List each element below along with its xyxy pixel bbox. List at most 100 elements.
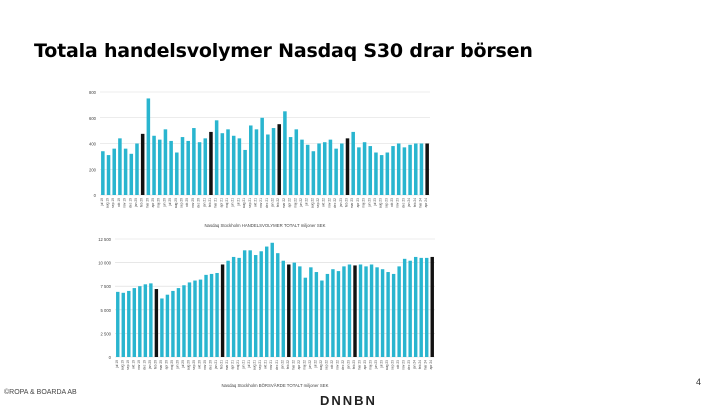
x-tick-label: jun 22: [308, 360, 312, 370]
x-tick-label: jul 22: [305, 198, 309, 207]
x-tick-label: jan 20: [134, 198, 138, 208]
bar: [243, 149, 247, 195]
x-tick-label: maj 20: [157, 198, 161, 208]
bar: [357, 147, 361, 195]
x-tick-label: aug 22: [319, 360, 323, 370]
bar: [379, 155, 384, 195]
y-tick-label: 7 500: [101, 284, 112, 289]
bar: [140, 133, 145, 195]
bar: [276, 253, 280, 357]
bar: [425, 143, 429, 195]
bar: [209, 273, 214, 357]
bar: [328, 139, 333, 195]
bar: [132, 288, 137, 357]
bar: [220, 133, 225, 195]
x-tick-label: dec 22: [341, 360, 345, 370]
bar: [271, 128, 276, 195]
bar: [325, 273, 330, 357]
x-tick-label: nov 22: [335, 360, 339, 370]
bar: [425, 257, 429, 357]
bar: [345, 138, 350, 195]
x-tick-label: okt 22: [322, 198, 326, 207]
x-tick-label: maj 21: [236, 360, 240, 370]
bar: [149, 283, 153, 357]
x-tick-label: nov 23: [402, 360, 406, 370]
x-tick-label: sep 22: [316, 198, 320, 208]
bar: [386, 272, 390, 357]
bar: [402, 258, 407, 357]
x-tick-label: apr 22: [297, 360, 301, 370]
bar: [270, 242, 274, 357]
y-tick-label: 0: [109, 355, 112, 360]
x-tick-label: mar 23: [350, 198, 354, 208]
x-tick-label: jul 19: [115, 360, 119, 369]
bar: [209, 131, 213, 195]
bar: [175, 152, 179, 195]
x-tick-label: jul 21: [247, 360, 251, 369]
bar: [220, 264, 225, 357]
bar: [402, 147, 407, 195]
x-tick-label: maj 23: [362, 198, 366, 208]
bar: [287, 264, 291, 357]
bar: [192, 128, 196, 195]
x-tick-label: okt 20: [185, 198, 189, 207]
bar: [347, 264, 352, 357]
x-tick-label: sep 23: [391, 360, 395, 370]
bar: [311, 151, 316, 195]
market-value-chart-svg: 0 2 500 5 000 7 500 10 000 12 500 jul 19 aug 19…: [98, 237, 435, 388]
bar: [309, 267, 313, 357]
bar: [193, 280, 197, 357]
x-tick-label: feb 24: [418, 360, 422, 369]
bar: [197, 142, 202, 195]
x-tick-label: aug 20: [186, 360, 190, 370]
bar: [364, 266, 368, 357]
x-tick-label: mar 20: [159, 360, 163, 370]
x-tick-label: maj 22: [302, 360, 306, 370]
bar: [320, 280, 324, 357]
bar: [154, 289, 159, 357]
bar: [265, 246, 269, 357]
page-number: 4: [696, 377, 702, 387]
x-tick-label: sep 21: [248, 198, 252, 208]
bar: [336, 271, 341, 357]
bar: [146, 98, 151, 195]
bar: [249, 125, 253, 195]
bar: [101, 151, 105, 195]
bar: [391, 273, 396, 357]
x-tick-label: mar 22: [291, 360, 295, 370]
bar: [385, 152, 390, 195]
x-tick-label: aug 21: [242, 198, 246, 208]
bar: [414, 143, 418, 195]
y-tick-label: 5 000: [101, 308, 112, 313]
bar: [231, 135, 236, 195]
bar: [116, 291, 120, 357]
bar: [143, 284, 148, 357]
bar: [106, 155, 111, 195]
y-tick-label: 200: [89, 167, 97, 172]
bar: [266, 134, 270, 195]
bar: [198, 279, 203, 357]
x-tick-label: sep 19: [111, 198, 115, 208]
x-tick-label: feb 23: [345, 198, 349, 207]
y-tick-label: 0: [94, 193, 97, 198]
x-tick-label: jan 24: [407, 198, 411, 208]
x-tick-label: maj 20: [170, 360, 174, 370]
x-tick-label: nov 20: [191, 198, 195, 208]
bar: [322, 142, 327, 195]
bar: [317, 143, 321, 195]
x-tick-label: okt 23: [396, 360, 400, 369]
bar: [123, 148, 128, 195]
bar: [215, 272, 219, 357]
bar: [129, 153, 134, 195]
x-tick-label: okt 19: [117, 198, 121, 207]
bar: [160, 298, 164, 357]
x-tick-label: jun 23: [374, 360, 378, 370]
bar: [277, 124, 281, 195]
bar: [214, 120, 219, 195]
x-tick-label: maj 23: [369, 360, 373, 370]
bar: [374, 152, 378, 195]
bar: [157, 139, 162, 195]
bar: [254, 129, 259, 195]
x-tick-label: maj 21: [225, 198, 229, 208]
